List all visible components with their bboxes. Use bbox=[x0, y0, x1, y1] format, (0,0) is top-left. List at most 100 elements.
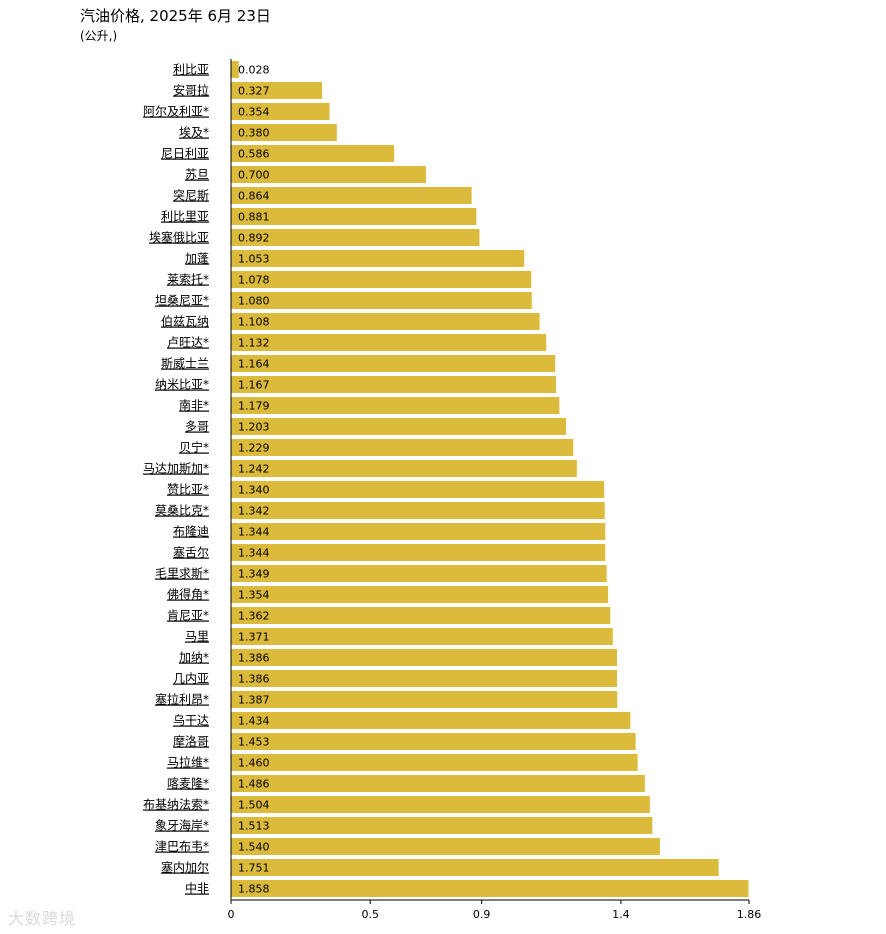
bar-value-label: 1.371 bbox=[238, 631, 270, 644]
bar-value-label: 1.164 bbox=[238, 358, 270, 371]
bar bbox=[231, 124, 337, 141]
x-tick-label: 1.86 bbox=[737, 908, 762, 921]
category-label: 象牙海岸* bbox=[155, 818, 209, 833]
bar-value-label: 0.864 bbox=[238, 190, 270, 203]
category-label: 津巴布韦* bbox=[155, 840, 209, 854]
bar bbox=[231, 418, 567, 435]
bar bbox=[231, 334, 547, 351]
bar-value-label: 1.053 bbox=[238, 253, 270, 266]
category-label: 坦桑尼亚* bbox=[155, 294, 209, 308]
category-label: 布隆迪 bbox=[173, 524, 209, 539]
category-label: 尼日利亚 bbox=[161, 147, 209, 161]
bar bbox=[231, 838, 660, 855]
bar-value-label: 1.167 bbox=[238, 379, 270, 392]
category-label: 马拉维* bbox=[167, 755, 209, 770]
bar-value-label: 1.362 bbox=[238, 610, 270, 623]
bar-value-label: 0.700 bbox=[238, 169, 270, 182]
bar bbox=[231, 166, 426, 183]
bar bbox=[231, 712, 631, 729]
bar-value-label: 0.586 bbox=[238, 148, 270, 161]
bar bbox=[231, 355, 556, 372]
x-tick-label: 1.4 bbox=[612, 908, 630, 921]
bar bbox=[231, 103, 330, 120]
category-label: 加纳* bbox=[179, 651, 209, 665]
category-label: 布基纳法索* bbox=[143, 798, 209, 812]
bar bbox=[231, 439, 574, 456]
category-label: 多哥 bbox=[185, 420, 209, 434]
category-label: 塞拉利昂* bbox=[155, 692, 209, 707]
bar-value-label: 1.434 bbox=[238, 715, 270, 728]
category-label: 埃塞俄比亚 bbox=[149, 230, 209, 245]
bar bbox=[231, 649, 617, 666]
bar-value-label: 1.504 bbox=[238, 799, 270, 812]
bar-value-label: 0.354 bbox=[238, 106, 270, 119]
category-label: 纳米比亚* bbox=[155, 378, 209, 392]
category-label: 佛得角* bbox=[167, 587, 209, 602]
x-tick-label: 0 bbox=[228, 908, 235, 921]
bar bbox=[231, 523, 606, 540]
bar-value-label: 1.179 bbox=[238, 400, 270, 413]
category-label: 莱索托* bbox=[167, 273, 209, 287]
bar bbox=[231, 187, 472, 204]
bar-value-label: 1.349 bbox=[238, 568, 270, 581]
bar-value-label: 0.327 bbox=[238, 85, 270, 98]
watermark-logo: 大数跨境 bbox=[8, 909, 77, 928]
category-label: 贝宁* bbox=[179, 440, 209, 455]
category-label: 莫桑比克* bbox=[155, 504, 209, 518]
bar-value-label: 1.486 bbox=[238, 778, 270, 791]
bar bbox=[231, 292, 532, 309]
category-label: 加蓬 bbox=[185, 252, 209, 266]
bar bbox=[231, 208, 477, 225]
chart-subtitle: (公升,) bbox=[80, 29, 118, 43]
bar bbox=[231, 145, 395, 162]
bar bbox=[231, 481, 605, 498]
bar-value-label: 0.892 bbox=[238, 232, 270, 245]
bar bbox=[231, 61, 239, 78]
category-label: 摩洛哥 bbox=[173, 734, 209, 749]
bar bbox=[231, 607, 611, 624]
bar-value-label: 1.344 bbox=[238, 547, 270, 560]
category-label: 马里 bbox=[185, 630, 209, 644]
category-label: 肯尼亚* bbox=[167, 609, 209, 623]
bar-value-label: 1.203 bbox=[238, 421, 270, 434]
bar-value-label: 0.881 bbox=[238, 211, 270, 224]
category-label: 喀麦隆* bbox=[167, 776, 209, 791]
category-label: 塞内加尔 bbox=[161, 860, 209, 875]
bar-value-label: 1.386 bbox=[238, 673, 270, 686]
bar-value-label: 1.354 bbox=[238, 589, 270, 602]
category-label: 伯兹瓦纳 bbox=[161, 314, 209, 329]
category-label: 赞比亚* bbox=[167, 483, 209, 497]
bar bbox=[231, 817, 653, 834]
bar-value-label: 1.080 bbox=[238, 295, 270, 308]
bar-value-label: 1.340 bbox=[238, 484, 270, 497]
bar-value-label: 1.242 bbox=[238, 463, 270, 476]
category-label: 中非 bbox=[185, 881, 209, 896]
category-label: 几内亚 bbox=[173, 672, 209, 686]
bar-value-label: 0.028 bbox=[238, 64, 270, 77]
bar bbox=[231, 376, 557, 393]
bar bbox=[231, 397, 560, 414]
bar-value-label: 1.540 bbox=[238, 841, 270, 854]
category-label: 毛里求斯* bbox=[155, 567, 209, 581]
category-label: 利比里亚 bbox=[161, 210, 209, 224]
bar-value-label: 1.078 bbox=[238, 274, 270, 287]
bar bbox=[231, 229, 480, 246]
bar bbox=[231, 880, 749, 897]
category-label: 埃及* bbox=[179, 126, 209, 140]
bar-value-label: 1.460 bbox=[238, 757, 270, 770]
category-label: 塞舌尔 bbox=[173, 545, 209, 560]
bar bbox=[231, 733, 636, 750]
bar bbox=[231, 502, 605, 519]
bar bbox=[231, 565, 607, 582]
bar-value-label: 1.513 bbox=[238, 820, 270, 833]
category-label: 南非* bbox=[179, 398, 209, 413]
bar bbox=[231, 775, 645, 792]
bar-value-label: 1.386 bbox=[238, 652, 270, 665]
category-label: 乌干达 bbox=[173, 713, 209, 728]
bar-value-label: 1.751 bbox=[238, 862, 270, 875]
bar bbox=[231, 460, 577, 477]
bar bbox=[231, 313, 540, 330]
bar-value-label: 1.229 bbox=[238, 442, 270, 455]
bar-value-label: 1.342 bbox=[238, 505, 270, 518]
